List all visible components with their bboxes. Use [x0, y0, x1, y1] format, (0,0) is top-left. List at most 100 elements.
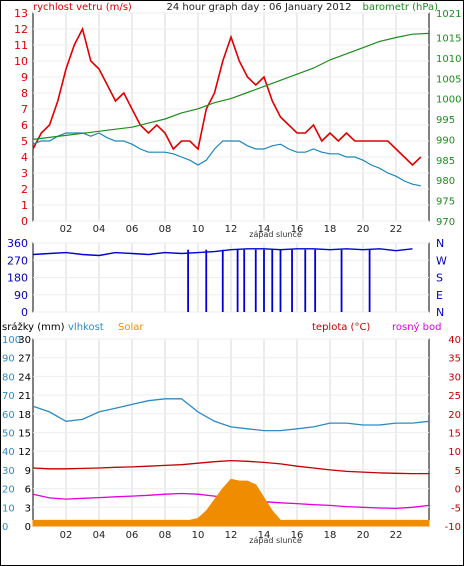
x-tick-label: 14: [258, 224, 271, 235]
y-tick-label: 11: [14, 39, 28, 52]
compass-label: N: [436, 306, 444, 319]
rain-tick-label: 15: [18, 429, 31, 440]
direction-tick-label: 270: [7, 254, 28, 267]
humidity-tick-label: 70: [2, 391, 15, 402]
humidity-tick-label: 90: [2, 354, 15, 365]
rain-tick-label: 0: [25, 522, 31, 533]
y-right-tick-label: 1005: [436, 74, 461, 85]
x-tick-label: 16: [291, 224, 304, 235]
temperature-tick-label: 40: [448, 335, 461, 346]
direction-tick-label: 0: [21, 306, 28, 319]
direction-tick-label: 90: [14, 289, 28, 302]
sunset-label: západ slunce: [249, 536, 302, 545]
x-tick-label: 04: [93, 530, 106, 541]
series-line: [32, 26, 422, 167]
rain-tick-label: 9: [25, 466, 31, 477]
y-tick-label: 5: [21, 135, 28, 148]
x-tick-label: 02: [60, 530, 73, 541]
series-line: [32, 398, 430, 432]
rain-tick-label: 30: [18, 335, 31, 346]
compass-label: E: [436, 289, 443, 302]
y-right-tick-label: 980: [436, 176, 455, 187]
pressure-axis-label: barometr (hPa): [363, 2, 439, 13]
y-right-tick-label: 1015: [436, 33, 461, 44]
temperature-axis-label: teplota (°C): [312, 322, 370, 333]
solar-axis-label: Solar: [118, 322, 144, 333]
rain-tick-label: 18: [18, 410, 31, 421]
x-tick-label: 14: [258, 530, 271, 541]
temperature-tick-label: 10: [448, 447, 461, 458]
x-tick-label: 20: [357, 224, 370, 235]
y-right-tick-label: 1021: [436, 9, 461, 20]
humidity-tick-label: 100: [2, 335, 21, 346]
x-tick-label: 10: [192, 224, 205, 235]
x-tick-label: 20: [357, 530, 370, 541]
y-tick-label: 7: [21, 103, 28, 116]
y-right-tick-label: 990: [436, 135, 455, 146]
x-tick-label: 22: [390, 224, 403, 235]
temperature-tick-label: 35: [448, 354, 461, 365]
x-tick-label: 12: [225, 530, 238, 541]
x-tick-label: 06: [126, 530, 139, 541]
x-tick-label: 08: [159, 530, 172, 541]
direction-tick-label: 180: [7, 272, 28, 285]
y-right-tick-label: 995: [436, 115, 455, 126]
chart-title: 24 hour graph day : 06 January 2012: [167, 2, 352, 13]
temperature-tick-label: 25: [448, 391, 461, 402]
y-tick-label: 12: [14, 23, 28, 36]
y-tick-label: 4: [21, 151, 28, 164]
y-right-tick-label: 975: [436, 197, 455, 208]
x-tick-label: 04: [93, 224, 106, 235]
temperature-tick-label: 20: [448, 410, 461, 421]
dewpoint-axis-label: rosný bod: [392, 321, 441, 333]
sunset-label: západ slunce: [249, 230, 302, 239]
compass-label: S: [436, 272, 443, 285]
humidity-tick-label: 20: [2, 485, 15, 496]
rain-tick-label: 12: [18, 447, 31, 458]
humidity-tick-label: 50: [2, 429, 15, 440]
series-line: [32, 459, 429, 475]
rain-tick-label: 3: [25, 503, 31, 514]
rain-tick-label: 6: [25, 485, 31, 496]
y-right-tick-label: 1000: [436, 95, 461, 106]
y-tick-label: 10: [14, 55, 28, 68]
x-tick-label: 18: [324, 224, 337, 235]
y-tick-label: 3: [21, 167, 28, 180]
y-tick-label: 13: [14, 7, 28, 20]
temperature-tick-label: 15: [448, 429, 461, 440]
humidity-tick-label: 40: [2, 447, 15, 458]
x-tick-label: 06: [126, 224, 139, 235]
compass-label: W: [436, 254, 447, 267]
y-tick-label: 8: [21, 87, 28, 100]
rain-tick-label: 27: [18, 354, 31, 365]
humidity-tick-label: 80: [2, 372, 15, 383]
x-tick-label: 12: [225, 224, 238, 235]
x-tick-label: 10: [192, 530, 205, 541]
rain-tick-label: 21: [18, 391, 31, 402]
y-tick-label: 0: [21, 215, 28, 228]
temperature-tick-label: 30: [448, 372, 461, 383]
y-tick-label: 1: [21, 199, 28, 212]
solar-area: [32, 478, 430, 527]
temperature-tick-label: -10: [445, 522, 461, 533]
rain-axis-label: srážky (mm): [2, 321, 65, 333]
y-tick-label: 6: [21, 119, 28, 132]
y-right-tick-label: 970: [436, 217, 455, 228]
humidity-tick-label: 0: [2, 522, 8, 533]
humidity-tick-label: 30: [2, 466, 15, 477]
x-tick-label: 22: [390, 530, 403, 541]
compass-label: N: [436, 237, 444, 250]
y-right-tick-label: 985: [436, 156, 455, 167]
x-tick-label: 02: [60, 224, 73, 235]
humidity-axis-label: vlhkost: [68, 322, 104, 333]
y-tick-label: 9: [21, 71, 28, 84]
series-line: [32, 32, 430, 140]
direction-tick-label: 360: [7, 237, 28, 250]
wind-axis-label: rychlost vetru (m/s): [33, 2, 132, 13]
series-line: [32, 132, 421, 187]
temperature-tick-label: 0: [455, 485, 461, 496]
y-tick-label: 2: [21, 183, 28, 196]
humidity-tick-label: 10: [2, 503, 15, 514]
temperature-tick-label: 5: [455, 466, 461, 477]
